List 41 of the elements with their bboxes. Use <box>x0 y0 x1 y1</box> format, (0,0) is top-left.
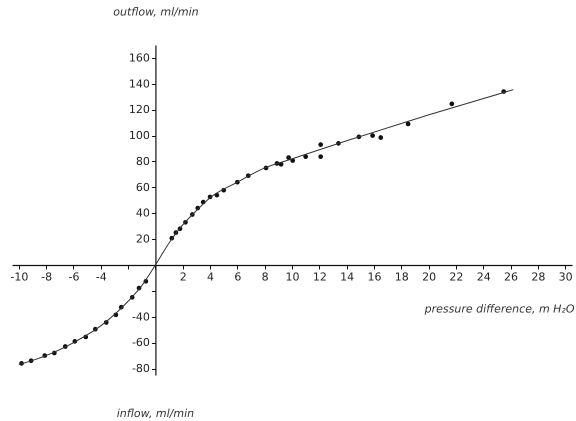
point <box>449 102 454 106</box>
point <box>370 133 375 138</box>
point <box>378 135 384 140</box>
text: inflow, ml/min <box>116 407 194 420</box>
x-tick-label: 6 <box>234 270 242 284</box>
y-tick-label: 100 <box>128 129 150 142</box>
point <box>406 122 410 126</box>
x-tick-label: 30 <box>558 270 573 284</box>
x-axis-title: pressure difference, m H₂O <box>424 302 575 316</box>
y-tick-label: 140 <box>128 77 150 90</box>
y-tick-label: -40 <box>132 310 150 324</box>
point <box>303 154 308 160</box>
x-tick-label: 4 <box>207 270 214 284</box>
y-tick-label: 40 <box>136 206 150 220</box>
x-tick-label: -8 <box>41 270 52 284</box>
x-tick-label: 20 <box>422 270 436 284</box>
point <box>318 142 324 147</box>
x-tick-label: -10 <box>10 270 28 284</box>
x-tick-label: 24 <box>476 270 491 284</box>
x-tick-label: 8 <box>262 270 269 284</box>
x-tick-label: 26 <box>504 270 518 284</box>
x-tick-label: 18 <box>394 270 409 284</box>
x-tick-label: 28 <box>531 270 546 284</box>
x-tick-label: 16 <box>367 270 382 284</box>
y-tick-label: 80 <box>136 154 150 168</box>
x-tick-label: 14 <box>340 270 354 284</box>
x-tick-label: 2 <box>180 270 187 284</box>
y-tick-label: 20 <box>136 232 150 246</box>
x-tick-label: 22 <box>449 270 464 284</box>
x-tick-label: 12 <box>312 270 327 284</box>
x-tick-label: -4 <box>96 270 107 284</box>
x-tick-label: -6 <box>68 270 80 284</box>
y-tick-label: 120 <box>128 103 150 116</box>
point <box>318 154 324 160</box>
y-tick-label: 60 <box>136 180 150 194</box>
point <box>286 155 291 160</box>
y-tick-label: -60 <box>132 336 150 350</box>
x-tick-label: 10 <box>286 270 300 284</box>
y-axis-title: outflow, ml/min <box>113 6 199 18</box>
y-tick-label: -80 <box>132 362 150 376</box>
y-tick-label: 160 <box>128 51 150 64</box>
